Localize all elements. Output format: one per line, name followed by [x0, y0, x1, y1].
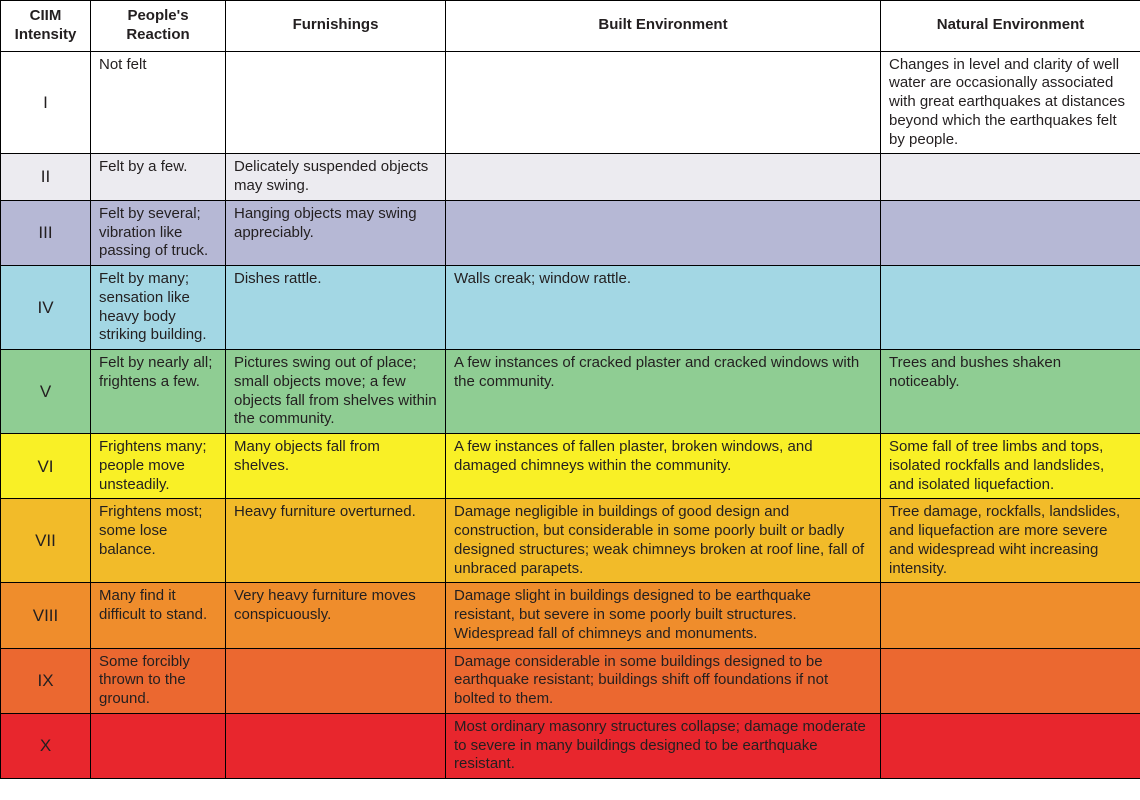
- cell-reaction: Not felt: [91, 51, 226, 154]
- cell-intensity: V: [1, 350, 91, 434]
- cell-furnish: Pictures swing out of place; small objec…: [226, 350, 446, 434]
- cell-built: Damage negligible in buildings of good d…: [446, 499, 881, 583]
- table-row: INot felt Changes in level and clarity of…: [1, 51, 1140, 154]
- cell-furnish: Hanging objects may swing appreciably.: [226, 200, 446, 265]
- header-row: CIIM IntensityPeople's ReactionFurnishin…: [1, 1, 1140, 52]
- table-row: VIIIMany find it difficult to stand.Very…: [1, 583, 1140, 648]
- cell-intensity: VII: [1, 499, 91, 583]
- cell-reaction: Felt by many; sensation like heavy body …: [91, 266, 226, 350]
- cell-natural: [881, 648, 1140, 713]
- table-row: X Most ordinary masonry structures collap…: [1, 713, 1140, 778]
- cell-built: [446, 200, 881, 265]
- cell-natural: [881, 266, 1140, 350]
- cell-reaction: Felt by nearly all; frightens a few.: [91, 350, 226, 434]
- cell-reaction: Felt by a few.: [91, 154, 226, 201]
- cell-built: A few instances of fallen plaster, broke…: [446, 434, 881, 499]
- cell-natural: Changes in level and clarity of well wat…: [881, 51, 1140, 154]
- header-natural: Natural Environment: [881, 1, 1140, 52]
- cell-reaction: [91, 713, 226, 778]
- table-header: CIIM IntensityPeople's ReactionFurnishin…: [1, 1, 1140, 52]
- cell-intensity: VI: [1, 434, 91, 499]
- cell-intensity: VIII: [1, 583, 91, 648]
- cell-intensity: III: [1, 200, 91, 265]
- header-intensity: CIIM Intensity: [1, 1, 91, 52]
- cell-built: A few instances of cracked plaster and c…: [446, 350, 881, 434]
- cell-natural: [881, 713, 1140, 778]
- cell-reaction: Many find it difficult to stand.: [91, 583, 226, 648]
- header-furnish: Furnishings: [226, 1, 446, 52]
- cell-intensity: X: [1, 713, 91, 778]
- cell-intensity: II: [1, 154, 91, 201]
- cell-furnish: [226, 648, 446, 713]
- cell-natural: [881, 154, 1140, 201]
- cell-reaction: Frightens most; some lose balance.: [91, 499, 226, 583]
- table-row: VFelt by nearly all; frightens a few.Pic…: [1, 350, 1140, 434]
- table-row: VIFrightens many; people move unsteadily…: [1, 434, 1140, 499]
- cell-reaction: Frightens many; people move unsteadily.: [91, 434, 226, 499]
- cell-reaction: Some forcibly thrown to the ground.: [91, 648, 226, 713]
- cell-furnish: Very heavy furniture moves conspicuously…: [226, 583, 446, 648]
- cell-intensity: IV: [1, 266, 91, 350]
- cell-reaction: Felt by several; vibration like passing …: [91, 200, 226, 265]
- cell-natural: Some fall of tree limbs and tops, isolat…: [881, 434, 1140, 499]
- cell-built: [446, 154, 881, 201]
- cell-intensity: I: [1, 51, 91, 154]
- header-reaction: People's Reaction: [91, 1, 226, 52]
- cell-furnish: Delicately suspended objects may swing.: [226, 154, 446, 201]
- cell-natural: Tree damage, rockfalls, landslides, and …: [881, 499, 1140, 583]
- cell-furnish: Dishes rattle.: [226, 266, 446, 350]
- cell-furnish: [226, 51, 446, 154]
- intensity-table: CIIM IntensityPeople's ReactionFurnishin…: [0, 0, 1140, 779]
- cell-furnish: [226, 713, 446, 778]
- cell-natural: Trees and bushes shaken noticeably.: [881, 350, 1140, 434]
- cell-built: Most ordinary masonry structures collaps…: [446, 713, 881, 778]
- table-row: IIFelt by a few.Delicately suspended obj…: [1, 154, 1140, 201]
- table-row: IXSome forcibly thrown to the ground. Dam…: [1, 648, 1140, 713]
- table-row: IIIFelt by several; vibration like passi…: [1, 200, 1140, 265]
- header-built: Built Environment: [446, 1, 881, 52]
- cell-built: Walls creak; window rattle.: [446, 266, 881, 350]
- cell-furnish: Heavy furniture overturned.: [226, 499, 446, 583]
- table-row: VIIFrightens most; some lose balance.Hea…: [1, 499, 1140, 583]
- cell-built: Damage considerable in some buildings de…: [446, 648, 881, 713]
- cell-furnish: Many objects fall from shelves.: [226, 434, 446, 499]
- table-row: IVFelt by many; sensation like heavy bod…: [1, 266, 1140, 350]
- cell-natural: [881, 200, 1140, 265]
- cell-natural: [881, 583, 1140, 648]
- cell-built: [446, 51, 881, 154]
- cell-intensity: IX: [1, 648, 91, 713]
- table-body: INot felt Changes in level and clarity of…: [1, 51, 1140, 779]
- cell-built: Damage slight in buildings designed to b…: [446, 583, 881, 648]
